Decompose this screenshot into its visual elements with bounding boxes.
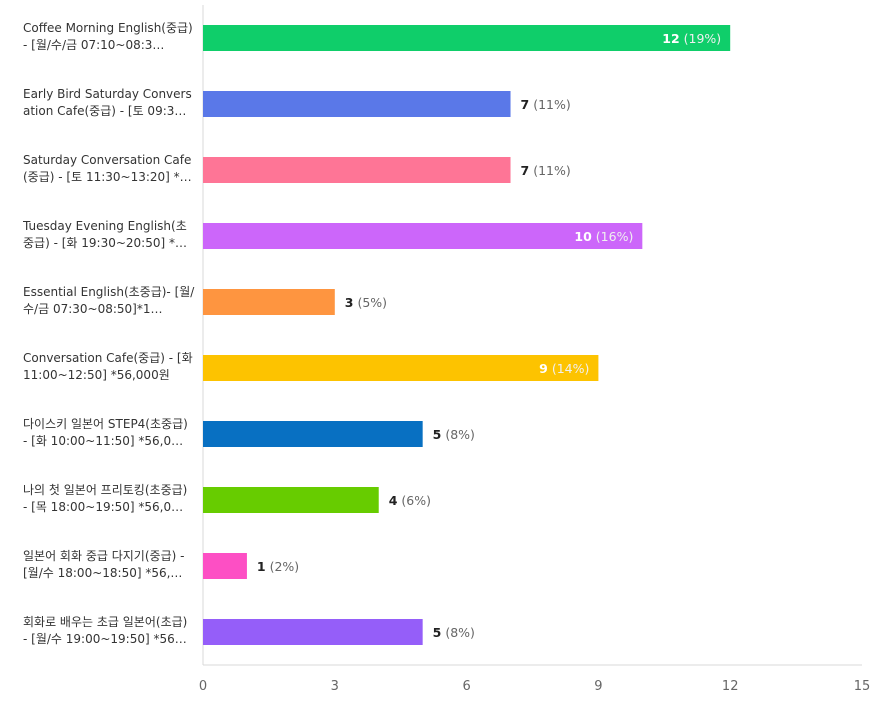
category-label: Conversation Cafe(중급) - [화 11:00~12:50] … <box>23 351 193 382</box>
category-label: 회화로 배우는 초급 일본어(초급) - [월/수 19:00~19:50] *… <box>23 615 188 646</box>
bar <box>203 223 643 249</box>
x-tick-label: 3 <box>331 679 339 694</box>
data-label-value: 10 <box>574 229 592 244</box>
data-label-percent: (2%) <box>266 559 300 574</box>
data-label-value: 4 <box>389 493 398 508</box>
data-label: 7 (11%) <box>521 97 571 112</box>
bar <box>203 157 511 183</box>
bar <box>203 25 731 51</box>
category-label: Saturday Conversation Cafe (중급) - [토 11:… <box>23 153 192 184</box>
data-label: 10 (16%) <box>574 229 633 244</box>
bar <box>203 289 335 315</box>
data-label: 7 (11%) <box>521 163 571 178</box>
x-tick-label: 6 <box>462 679 470 694</box>
data-label-percent: (16%) <box>592 229 634 244</box>
data-label: 1 (2%) <box>257 559 299 574</box>
category-label: 일본어 회화 중급 다지기(중급) - [월/수 18:00~18:50] *5… <box>23 549 185 580</box>
category-label: 다이스키 일본어 STEP4(초중급) - [화 10:00~11:50] *5… <box>23 417 188 448</box>
bar <box>203 421 423 447</box>
category-label: Tuesday Evening English(초중급) - [화 19:30~… <box>23 219 187 250</box>
data-label: 5 (8%) <box>433 427 475 442</box>
data-label: 5 (8%) <box>433 625 475 640</box>
data-label-percent: (11%) <box>529 97 571 112</box>
data-label-value: 7 <box>521 163 530 178</box>
data-label-percent: (8%) <box>441 625 475 640</box>
bar <box>203 355 599 381</box>
x-tick-label: 12 <box>722 679 739 694</box>
data-label-value: 9 <box>539 361 548 376</box>
data-label-value: 3 <box>345 295 354 310</box>
x-tick-label: 15 <box>854 679 871 694</box>
data-label: 9 (14%) <box>539 361 589 376</box>
x-tick-label: 9 <box>594 679 602 694</box>
data-label-value: 5 <box>433 625 442 640</box>
data-label-percent: (14%) <box>548 361 590 376</box>
category-label: 나의 첫 일본어 프리토킹(초중급) - [목 18:00~19:50] *56… <box>23 483 188 514</box>
data-label-value: 5 <box>433 427 442 442</box>
data-label-percent: (5%) <box>354 295 388 310</box>
x-tick-label: 0 <box>199 679 207 694</box>
bar <box>203 553 247 579</box>
bar <box>203 487 379 513</box>
data-label: 3 (5%) <box>345 295 387 310</box>
data-label-value: 7 <box>521 97 530 112</box>
bar <box>203 619 423 645</box>
data-label: 12 (19%) <box>662 31 721 46</box>
bar <box>203 91 511 117</box>
data-label-percent: (19%) <box>680 31 722 46</box>
data-label: 4 (6%) <box>389 493 431 508</box>
data-label-percent: (8%) <box>441 427 475 442</box>
category-label: Essential English(초중급)- [월/수/금 07:30~08:… <box>23 285 195 316</box>
data-label-value: 1 <box>257 559 266 574</box>
category-label: Early Bird Saturday Conversation Cafe(중급… <box>23 87 192 118</box>
category-label: Coffee Morning English(중급) - [월/수/금 07:1… <box>23 21 193 52</box>
data-label-percent: (6%) <box>397 493 431 508</box>
data-label-percent: (11%) <box>529 163 571 178</box>
data-label-value: 12 <box>662 31 679 46</box>
